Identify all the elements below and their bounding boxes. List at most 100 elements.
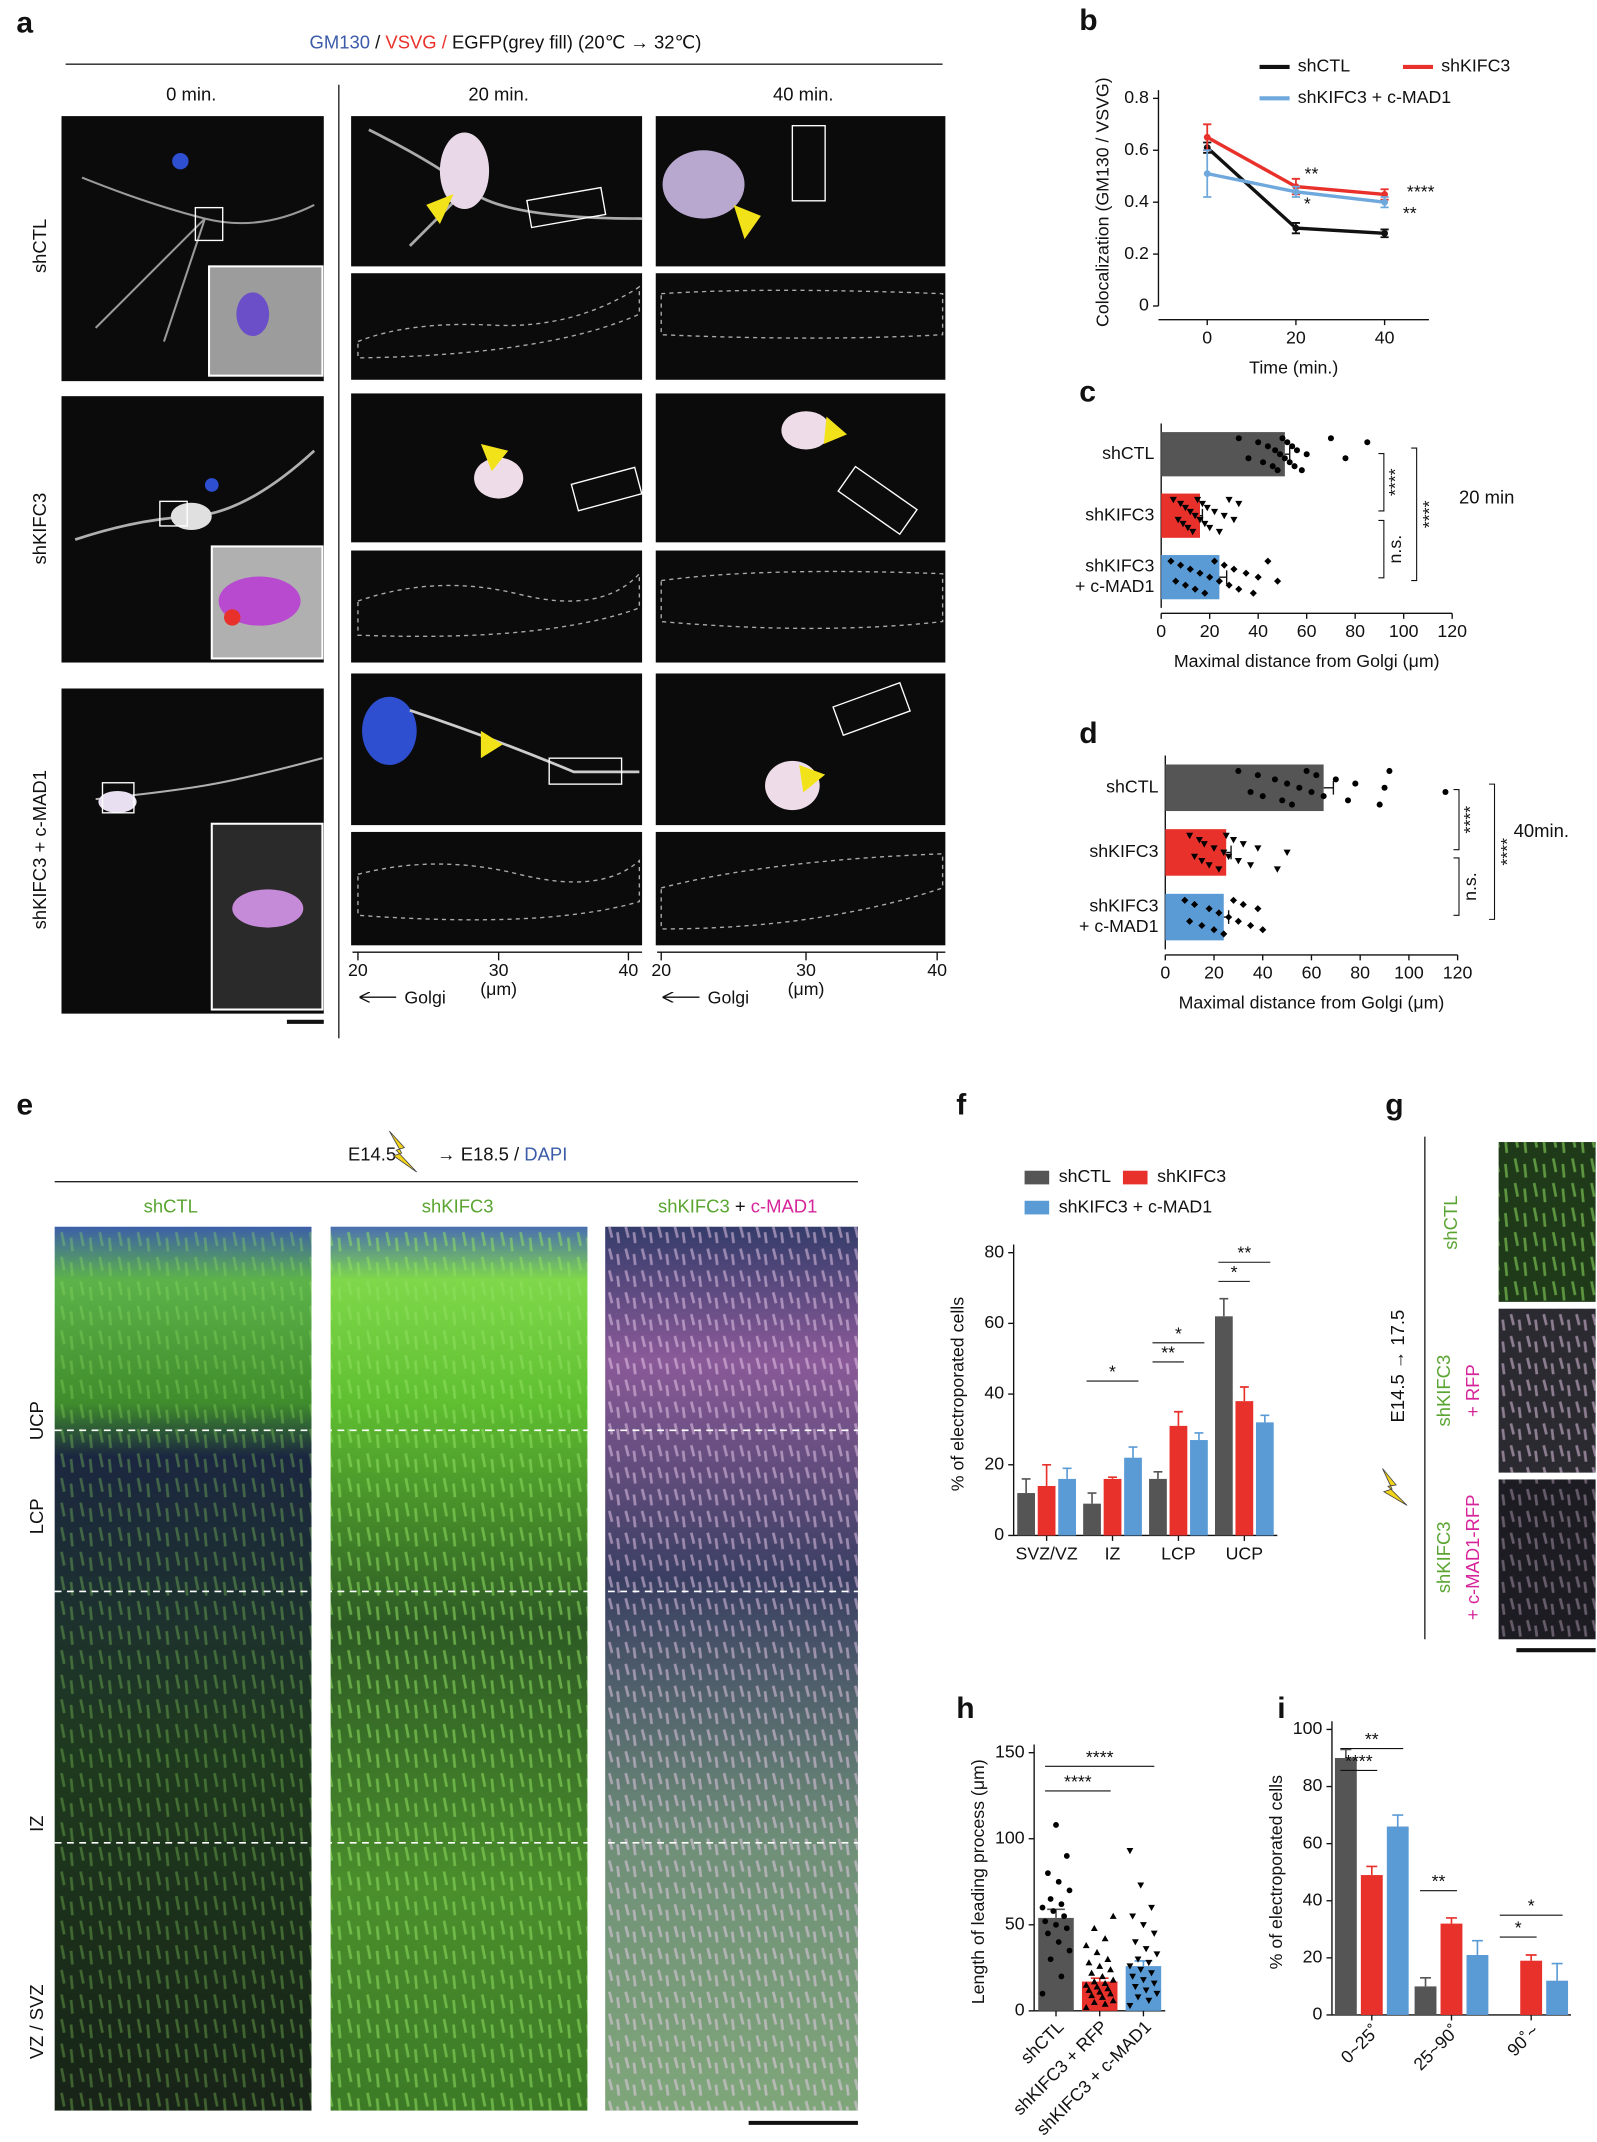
bar bbox=[1255, 1422, 1274, 1536]
y-tick-label: 40 bbox=[984, 1383, 1004, 1403]
data-point bbox=[1254, 573, 1262, 581]
data-point bbox=[1134, 1994, 1142, 2001]
significance: **** bbox=[1460, 806, 1480, 834]
x-tick-label: 60 bbox=[1302, 963, 1322, 983]
header-part: E14.5 bbox=[348, 1144, 396, 1165]
bar bbox=[1149, 1478, 1167, 1536]
bar bbox=[1165, 893, 1224, 941]
bar bbox=[1037, 1485, 1056, 1536]
kymo-unit: (μm) bbox=[480, 979, 517, 999]
data-point bbox=[1381, 229, 1389, 237]
data-point bbox=[1082, 1981, 1090, 1988]
significance: **** bbox=[1419, 500, 1439, 528]
data-point bbox=[1131, 1939, 1139, 1946]
row-label: shKIFC3 bbox=[29, 493, 50, 565]
category-label: shKIFC3 bbox=[1085, 504, 1154, 524]
data-point bbox=[1181, 896, 1189, 904]
data-point bbox=[1220, 512, 1228, 520]
column-label: shKIFC3 bbox=[422, 1195, 494, 1216]
data-point bbox=[1126, 2002, 1134, 2010]
data-point bbox=[1215, 577, 1223, 585]
data-point bbox=[1269, 463, 1276, 470]
data-point bbox=[1203, 170, 1211, 178]
data-point bbox=[1053, 1822, 1059, 1828]
data-point bbox=[1066, 1947, 1073, 1954]
header-part: / bbox=[375, 32, 381, 53]
data-point bbox=[1381, 198, 1389, 206]
legend-swatch bbox=[1024, 1200, 1050, 1215]
data-point bbox=[1109, 1976, 1117, 1983]
data-point bbox=[1104, 1985, 1112, 1992]
category-label: shCTL bbox=[1106, 776, 1158, 796]
category-label: UCP bbox=[1226, 1543, 1263, 1563]
error-bar bbox=[1226, 845, 1232, 860]
panel-a-header: GM130 / VSVG / EGFP(grey fill) (20℃ → 32… bbox=[310, 32, 702, 53]
data-point bbox=[1099, 1993, 1106, 2000]
row-label: shKIFC3 + c-MAD1 bbox=[29, 770, 50, 929]
data-point bbox=[1177, 500, 1185, 508]
data-point bbox=[1206, 524, 1214, 532]
data-point bbox=[1093, 1983, 1101, 1990]
panel-g-header: E14.5 → 17.5 bbox=[1387, 1310, 1408, 1423]
column-label: 20 min. bbox=[468, 83, 528, 104]
bar bbox=[1214, 1316, 1233, 1536]
panel-e: E14.5 → E18.5 / DAPI shCTL shKIFC3 shKIFC… bbox=[26, 1130, 858, 2125]
data-point bbox=[1205, 862, 1213, 869]
data-point bbox=[1107, 1966, 1114, 1973]
data-point bbox=[1386, 767, 1393, 774]
data-point bbox=[1104, 1955, 1112, 1962]
bar bbox=[1440, 1923, 1463, 2015]
significance: **** bbox=[1345, 1751, 1373, 1771]
data-point bbox=[1276, 451, 1284, 458]
row-label: shCTL bbox=[1440, 1195, 1461, 1249]
data-point bbox=[1234, 917, 1242, 925]
data-point bbox=[1058, 1973, 1065, 1980]
data-point bbox=[1196, 516, 1204, 524]
data-point bbox=[1272, 447, 1279, 454]
data-point bbox=[1289, 443, 1296, 450]
kymo-unit: (μm) bbox=[788, 979, 825, 999]
y-tick-label: 0 bbox=[1313, 2004, 1323, 2024]
header-part: EGFP(grey fill) (20℃ → 32℃) bbox=[452, 32, 701, 53]
y-tick-label: 80 bbox=[1303, 1775, 1323, 1795]
data-point bbox=[1293, 447, 1300, 454]
data-point bbox=[1296, 784, 1303, 791]
y-tick-label: 100 bbox=[1293, 1718, 1323, 1738]
error-bar bbox=[1340, 1748, 1352, 1758]
x-tick-label: 80 bbox=[1350, 963, 1370, 983]
row-label: + RFP bbox=[1462, 1364, 1483, 1417]
data-point bbox=[1215, 909, 1223, 917]
significance: ** bbox=[1365, 1729, 1379, 1749]
micrographs bbox=[61, 116, 946, 1024]
data-point bbox=[1332, 776, 1339, 783]
y-tick-label: 20 bbox=[1303, 1947, 1323, 1967]
data-point bbox=[1274, 577, 1282, 585]
data-point bbox=[1291, 463, 1298, 470]
data-point bbox=[1235, 767, 1242, 774]
x-tick-label: 80 bbox=[1345, 621, 1365, 641]
data-point bbox=[1153, 1951, 1161, 1958]
data-point bbox=[1198, 500, 1206, 508]
data-point bbox=[1254, 905, 1262, 913]
y-tick-label: 150 bbox=[995, 1741, 1025, 1761]
data-point bbox=[1308, 788, 1315, 795]
data-point bbox=[1088, 1969, 1096, 1976]
x-axis-label: Time (min.) bbox=[1249, 358, 1338, 378]
panel-label: d bbox=[1079, 717, 1097, 750]
data-point bbox=[1260, 459, 1267, 466]
column-label: shCTL bbox=[144, 1195, 198, 1216]
data-point bbox=[1085, 1986, 1093, 1993]
data-point bbox=[1047, 1896, 1054, 1902]
panel-label: b bbox=[1079, 4, 1097, 37]
data-point bbox=[1229, 836, 1238, 844]
kymo-tick: 20 bbox=[348, 960, 368, 980]
error-bar bbox=[1446, 1917, 1457, 1924]
golgi-label: Golgi bbox=[708, 987, 749, 1007]
error-bar bbox=[1128, 1446, 1138, 1458]
y-tick-label: 20 bbox=[984, 1453, 1004, 1473]
error-bar bbox=[1525, 1954, 1537, 1961]
data-point bbox=[1153, 1990, 1161, 1998]
bar bbox=[1190, 1440, 1208, 1536]
x-tick-label: 60 bbox=[1297, 621, 1317, 641]
